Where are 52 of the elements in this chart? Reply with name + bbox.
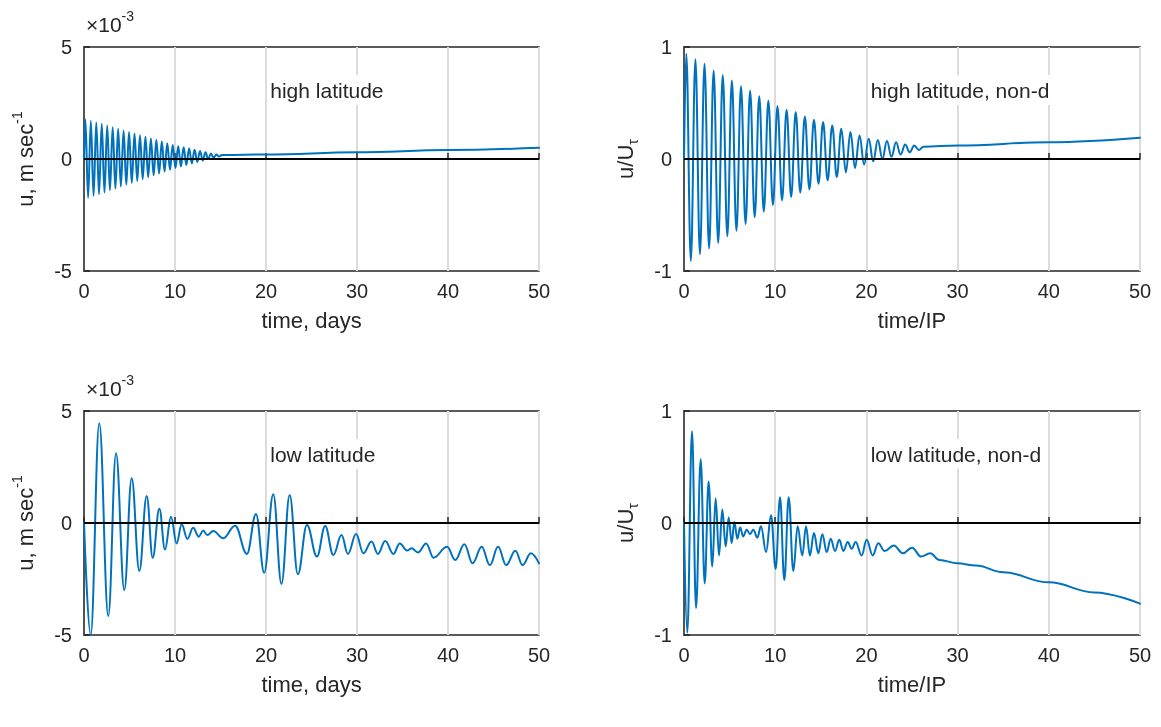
y-tick-label: -5 [54,260,72,282]
annotation: high latitude [270,78,384,102]
y-tick-label: 1 [660,36,672,58]
y-axis-title: u/Uτ [612,138,641,179]
x-tick-label: 50 [1128,644,1152,666]
x-axis-title: time, days [261,671,362,697]
x-axis-title: time/IP [877,307,947,333]
x-tick-label: 0 [678,280,690,302]
x-tick-label: 30 [946,644,969,666]
x-axis-title: time/IP [877,671,947,697]
x-tick-label: 20 [254,280,278,302]
line-series [83,118,540,199]
x-tick-label: 50 [527,280,551,302]
x-tick-label: 0 [678,644,690,666]
x-tick-label: 0 [78,280,90,302]
x-tick-label: 10 [163,280,187,302]
x-tick-label: 20 [855,644,878,666]
x-tick-label: 50 [1128,280,1152,302]
y-tick-label: 0 [660,148,672,170]
y-tick-label: 5 [60,36,72,58]
y-tick-label: 0 [660,512,672,534]
line-series [683,52,1141,262]
y-axis-title: u, m sec-1 [9,111,38,207]
y-tick-label: 1 [660,400,672,422]
y-tick-label: -5 [54,624,72,646]
x-tick-label: 30 [345,644,369,666]
x-tick-label: 20 [254,644,278,666]
x-tick-label: 40 [436,280,460,302]
x-axis-title: time, days [261,307,362,333]
annotation: high latitude, non-d [870,78,1050,102]
y-tick-label: 5 [60,400,72,422]
y-tick-label: -1 [654,260,672,282]
x-tick-label: 40 [1037,644,1060,666]
x-tick-label: 40 [1037,280,1060,302]
annotation: low latitude, non-d [870,442,1042,466]
x-tick-label: 10 [764,280,787,302]
annotation: low latitude [270,442,376,466]
line-series [83,422,540,636]
line-series [683,430,1141,634]
x-tick-label: 50 [527,644,551,666]
y-axis-title: u, m sec-1 [9,475,38,571]
x-tick-label: 10 [163,644,187,666]
y-tick-label: -1 [654,624,672,646]
x-tick-label: 40 [436,644,460,666]
x-tick-label: 20 [855,280,878,302]
x-tick-label: 30 [946,280,969,302]
x-tick-label: 10 [764,644,787,666]
x-tick-label: 30 [345,280,369,302]
y-tick-label: 0 [60,512,72,534]
y-tick-label: 0 [60,148,72,170]
x-tick-label: 0 [78,644,90,666]
y-axis-title: u/Uτ [612,502,641,543]
